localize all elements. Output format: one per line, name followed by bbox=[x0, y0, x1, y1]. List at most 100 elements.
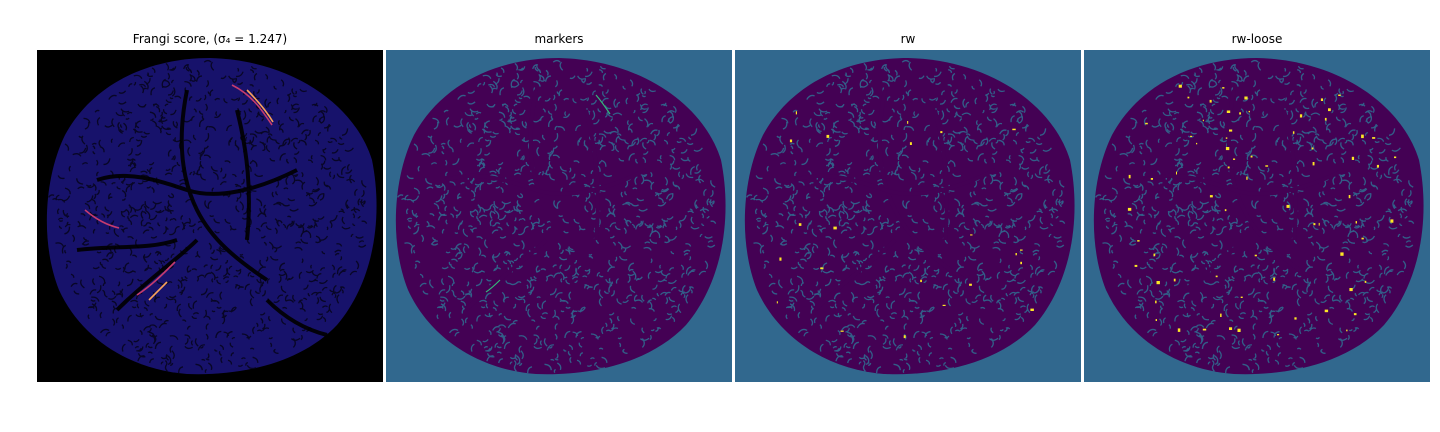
segmented-speck bbox=[1196, 142, 1198, 145]
texture-path bbox=[1095, 59, 1415, 374]
segmented-speck bbox=[1273, 277, 1276, 281]
segmented-speck bbox=[1351, 156, 1355, 160]
segmented-speck bbox=[1202, 119, 1204, 122]
segmented-speck bbox=[826, 134, 830, 138]
segmented-speck bbox=[1224, 209, 1227, 212]
segmented-speck bbox=[798, 223, 802, 226]
segmented-speck bbox=[1355, 221, 1357, 224]
segmented-speck bbox=[833, 226, 837, 230]
segmented-speck bbox=[1128, 174, 1131, 179]
segmented-speck bbox=[1294, 317, 1297, 320]
segmented-speck bbox=[795, 111, 797, 115]
segmented-speck bbox=[909, 142, 912, 145]
segmented-speck bbox=[940, 131, 943, 134]
markers-svg bbox=[386, 50, 732, 382]
segmented-speck bbox=[1020, 249, 1023, 251]
markers-image bbox=[386, 50, 732, 382]
segmented-speck bbox=[840, 330, 844, 332]
segmented-speck bbox=[1324, 309, 1329, 313]
segmented-speck bbox=[1176, 171, 1177, 175]
rw-loose-svg bbox=[1084, 50, 1430, 382]
segmented-speck bbox=[1250, 155, 1253, 158]
panel-title-frangi: Frangi score, (σ₄ = 1.247) bbox=[132, 32, 288, 46]
segmented-speck bbox=[903, 335, 906, 339]
segmented-speck bbox=[1227, 166, 1230, 169]
segmented-speck bbox=[1187, 96, 1190, 99]
segmented-speck bbox=[1353, 313, 1357, 316]
segmented-speck bbox=[970, 234, 973, 236]
segmented-speck bbox=[1225, 147, 1230, 151]
segmented-speck bbox=[1313, 223, 1316, 226]
segmented-speck bbox=[1240, 296, 1243, 298]
segmented-speck bbox=[920, 279, 922, 283]
segmented-speck bbox=[1311, 147, 1314, 150]
rw-loose-image bbox=[1084, 50, 1430, 382]
segmented-speck bbox=[1155, 319, 1157, 321]
segmented-speck bbox=[1177, 328, 1181, 332]
segmented-speck bbox=[779, 257, 782, 261]
segmented-speck bbox=[1145, 122, 1148, 125]
segmented-speck bbox=[1338, 94, 1341, 96]
segmented-speck bbox=[1361, 134, 1364, 139]
segmented-speck bbox=[1340, 252, 1344, 256]
texture-path bbox=[48, 59, 368, 374]
segmented-speck bbox=[1178, 84, 1182, 88]
segmented-speck bbox=[1222, 87, 1225, 89]
segmented-speck bbox=[1127, 207, 1132, 211]
segmented-speck bbox=[1209, 195, 1213, 198]
segmented-speck bbox=[1324, 117, 1327, 121]
panel-title-rw-loose: rw-loose bbox=[1231, 32, 1283, 46]
panel-title-rw: rw bbox=[900, 32, 916, 46]
segmented-speck bbox=[1220, 313, 1222, 317]
segmented-speck bbox=[1349, 288, 1353, 292]
segmented-speck bbox=[969, 283, 972, 286]
segmented-speck bbox=[1020, 261, 1022, 265]
segmented-speck bbox=[1318, 222, 1320, 226]
segmented-speck bbox=[1155, 300, 1157, 304]
segmented-speck bbox=[1376, 164, 1379, 168]
segmented-speck bbox=[1390, 219, 1394, 223]
segmented-speck bbox=[1299, 114, 1303, 118]
segmented-speck bbox=[776, 301, 778, 304]
segmented-speck bbox=[1190, 135, 1193, 137]
segmented-speck bbox=[1153, 253, 1156, 257]
segmented-speck bbox=[1233, 158, 1236, 160]
segmented-speck bbox=[1246, 176, 1248, 180]
segmented-speck bbox=[1209, 99, 1212, 103]
segmented-speck bbox=[1394, 156, 1397, 159]
texture-path bbox=[397, 59, 717, 374]
segmented-speck bbox=[1277, 334, 1280, 336]
panel-title-markers: markers bbox=[534, 32, 584, 46]
segmented-speck bbox=[1150, 178, 1153, 180]
segmented-speck bbox=[907, 121, 909, 124]
frangi-score-image bbox=[37, 50, 383, 382]
segmented-speck bbox=[1237, 328, 1241, 332]
frangi-score-svg bbox=[37, 50, 383, 382]
segmented-speck bbox=[1134, 264, 1138, 267]
segmented-speck bbox=[1173, 278, 1176, 282]
segmented-speck bbox=[1265, 165, 1269, 167]
segmented-speck bbox=[1012, 128, 1016, 131]
rw-svg bbox=[735, 50, 1081, 382]
segmented-speck bbox=[1202, 328, 1207, 331]
segmented-speck bbox=[1239, 112, 1241, 115]
segmented-speck bbox=[1248, 110, 1250, 113]
segmented-speck bbox=[1348, 195, 1351, 199]
segmented-speck bbox=[1312, 162, 1315, 166]
segmented-speck bbox=[1137, 240, 1140, 242]
segmented-speck bbox=[1244, 96, 1248, 100]
segmented-speck bbox=[1215, 275, 1218, 278]
segmented-speck bbox=[1229, 327, 1233, 330]
segmented-speck bbox=[1286, 204, 1290, 208]
segmented-speck bbox=[1229, 129, 1233, 132]
segmented-speck bbox=[1254, 254, 1257, 257]
rw-image bbox=[735, 50, 1081, 382]
segmented-speck bbox=[1226, 110, 1231, 113]
segmented-speck bbox=[942, 304, 946, 306]
segmented-speck bbox=[1292, 131, 1295, 134]
texture-path bbox=[746, 59, 1066, 374]
segmented-speck bbox=[1225, 137, 1228, 139]
segmented-speck bbox=[1372, 137, 1376, 139]
segmented-speck bbox=[820, 267, 824, 270]
segmented-speck bbox=[1030, 308, 1034, 311]
